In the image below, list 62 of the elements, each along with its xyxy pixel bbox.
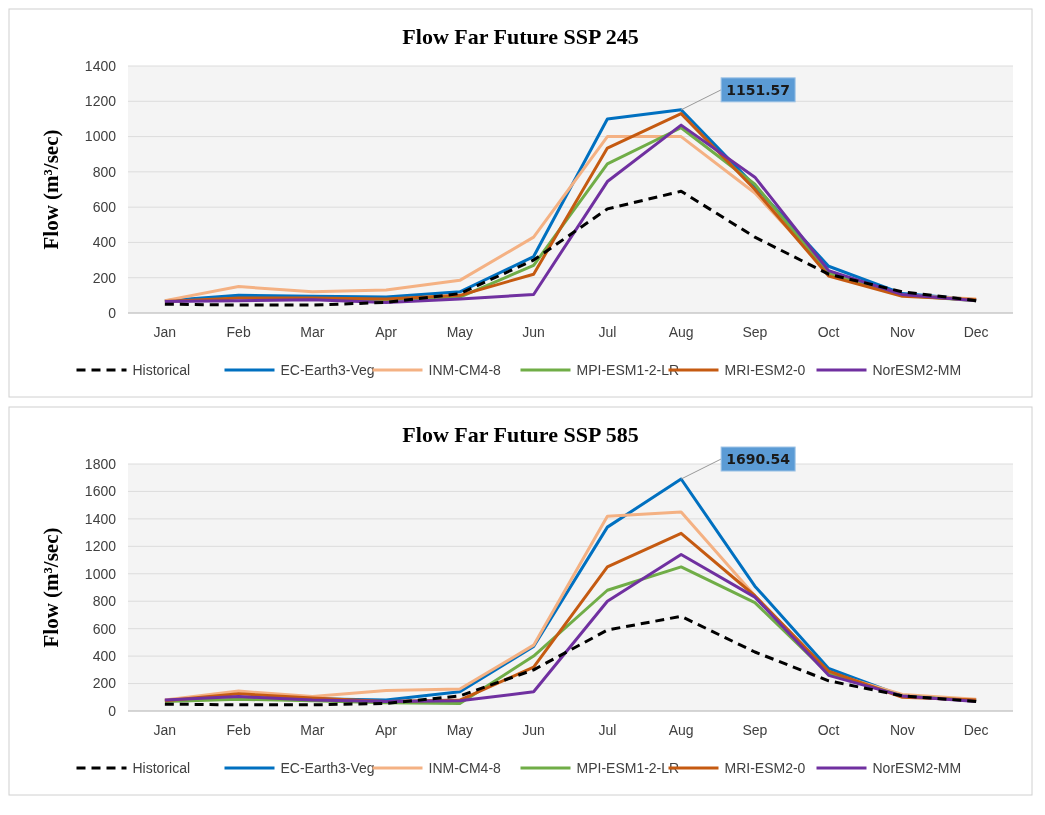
chart-title: Flow Far Future SSP 245 bbox=[402, 24, 639, 49]
line-series bbox=[163, 614, 978, 707]
y-tick-label: 600 bbox=[92, 620, 117, 637]
y-tick-label: 1000 bbox=[84, 565, 117, 582]
chart-title: Flow Far Future SSP 585 bbox=[402, 422, 639, 447]
legend-label: INM-CM4-8 bbox=[428, 361, 502, 378]
x-tick-label: Feb bbox=[226, 722, 251, 738]
y-tick-label: 600 bbox=[92, 199, 117, 216]
x-tick-label: Jul bbox=[598, 722, 617, 738]
y-tick-label: 400 bbox=[92, 234, 117, 251]
y-tick-label: 800 bbox=[92, 593, 117, 610]
y-tick-label: 1200 bbox=[84, 538, 117, 555]
legend-label: MPI-ESM1-2-LR bbox=[576, 361, 680, 378]
x-tick-label: May bbox=[446, 722, 474, 738]
x-tick-label: Apr bbox=[375, 324, 398, 340]
legend-label: Historical bbox=[132, 759, 191, 776]
y-tick-label: 1400 bbox=[84, 57, 117, 74]
x-tick-label: Sep bbox=[742, 324, 768, 340]
annotation: 1690.54 bbox=[726, 450, 791, 467]
legend-label: EC-Earth3-Veg bbox=[280, 361, 375, 378]
legend-label: MRI-ESM2-0 bbox=[724, 759, 806, 776]
x-tick-label: Dec bbox=[963, 722, 989, 738]
x-tick-label: May bbox=[446, 324, 474, 340]
legend-label: INM-CM4-8 bbox=[428, 759, 502, 776]
line-series bbox=[163, 189, 978, 307]
y-tick-label: 400 bbox=[92, 648, 117, 665]
y-axis-title: Flow (m³/sec) bbox=[39, 527, 63, 648]
y-tick-label: 200 bbox=[92, 269, 117, 286]
legend-label: EC-Earth3-Veg bbox=[280, 759, 375, 776]
x-tick-label: Nov bbox=[889, 324, 915, 340]
y-tick-label: 1400 bbox=[84, 510, 117, 527]
x-tick-label: Oct bbox=[817, 722, 840, 738]
legend-label: Historical bbox=[132, 361, 191, 378]
legend-label: MRI-ESM2-0 bbox=[724, 361, 806, 378]
x-tick-label: Apr bbox=[375, 722, 398, 738]
y-tick-label: 1600 bbox=[84, 483, 117, 500]
annotation: 1151.57 bbox=[726, 81, 791, 98]
x-tick-label: Jan bbox=[153, 324, 177, 340]
x-tick-label: Nov bbox=[889, 722, 915, 738]
legend-label: MPI-ESM1-2-LR bbox=[576, 759, 680, 776]
legend-label: NorESM2-MM bbox=[872, 361, 962, 378]
x-tick-label: Aug bbox=[668, 324, 694, 340]
y-tick-label: 1200 bbox=[84, 93, 117, 110]
y-tick-label: 0 bbox=[108, 702, 117, 719]
x-tick-label: Mar bbox=[300, 324, 325, 340]
x-tick-label: Jan bbox=[153, 722, 177, 738]
y-tick-label: 800 bbox=[92, 163, 117, 180]
x-tick-label: Aug bbox=[668, 722, 694, 738]
x-tick-label: Feb bbox=[226, 324, 251, 340]
x-tick-label: Jun bbox=[522, 722, 545, 738]
x-tick-label: Dec bbox=[963, 324, 989, 340]
x-tick-label: Jul bbox=[598, 324, 617, 340]
legend-label: NorESM2-MM bbox=[872, 759, 962, 776]
y-tick-label: 1800 bbox=[84, 455, 117, 472]
y-tick-label: 0 bbox=[108, 304, 117, 321]
y-tick-label: 1000 bbox=[84, 128, 117, 145]
x-tick-label: Oct bbox=[817, 324, 840, 340]
x-tick-label: Sep bbox=[742, 722, 768, 738]
y-tick-label: 200 bbox=[92, 675, 117, 692]
x-tick-label: Jun bbox=[522, 324, 545, 340]
x-tick-label: Mar bbox=[300, 722, 325, 738]
y-axis-title: Flow (m³/sec) bbox=[39, 129, 63, 250]
